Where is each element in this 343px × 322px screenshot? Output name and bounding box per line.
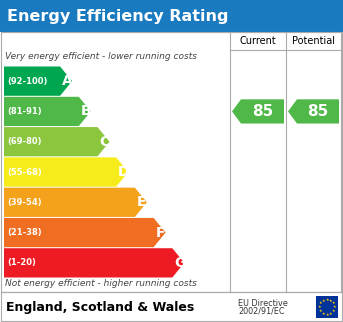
Polygon shape	[4, 157, 128, 187]
Text: 85: 85	[252, 104, 273, 119]
Polygon shape	[4, 67, 72, 96]
Text: Not energy efficient - higher running costs: Not energy efficient - higher running co…	[5, 279, 197, 288]
Text: D: D	[118, 165, 130, 179]
Text: EU Directive: EU Directive	[238, 299, 288, 308]
Text: F: F	[156, 226, 165, 240]
Text: ★: ★	[325, 312, 329, 317]
Text: (55-68): (55-68)	[7, 167, 42, 176]
Text: (81-91): (81-91)	[7, 107, 42, 116]
Text: ★: ★	[321, 298, 325, 302]
Polygon shape	[4, 218, 166, 247]
Text: Very energy efficient - lower running costs: Very energy efficient - lower running co…	[5, 52, 197, 61]
Bar	[316, 296, 338, 318]
Text: ★: ★	[329, 311, 332, 316]
Text: ★: ★	[319, 301, 322, 305]
Text: E: E	[137, 195, 146, 209]
Text: G: G	[174, 256, 186, 270]
Text: 2002/91/EC: 2002/91/EC	[238, 307, 284, 316]
Text: B: B	[81, 104, 92, 118]
Text: ★: ★	[321, 311, 325, 316]
Bar	[1, 32, 342, 292]
Text: (39-54): (39-54)	[7, 198, 42, 207]
Text: ★: ★	[332, 309, 335, 313]
Text: ★: ★	[318, 305, 321, 309]
Text: ★: ★	[329, 298, 332, 302]
Bar	[0, 0, 343, 32]
Text: England, Scotland & Wales: England, Scotland & Wales	[6, 300, 194, 314]
Text: (69-80): (69-80)	[7, 137, 42, 146]
Text: Current: Current	[240, 36, 276, 46]
Text: Potential: Potential	[292, 36, 335, 46]
Text: ★: ★	[319, 309, 322, 313]
Text: (21-38): (21-38)	[7, 228, 42, 237]
Text: ★: ★	[333, 305, 336, 309]
Polygon shape	[232, 99, 284, 124]
Polygon shape	[4, 97, 91, 126]
Polygon shape	[4, 248, 184, 278]
Polygon shape	[4, 127, 109, 156]
Polygon shape	[288, 99, 339, 124]
Polygon shape	[4, 188, 147, 217]
Text: Energy Efficiency Rating: Energy Efficiency Rating	[7, 8, 228, 24]
Text: A: A	[62, 74, 73, 88]
Text: (92-100): (92-100)	[7, 77, 47, 86]
Bar	[1, 292, 342, 321]
Text: C: C	[99, 135, 110, 149]
Text: ★: ★	[332, 301, 335, 305]
Text: 85: 85	[307, 104, 329, 119]
Text: (1-20): (1-20)	[7, 258, 36, 267]
Text: ★: ★	[325, 298, 329, 301]
